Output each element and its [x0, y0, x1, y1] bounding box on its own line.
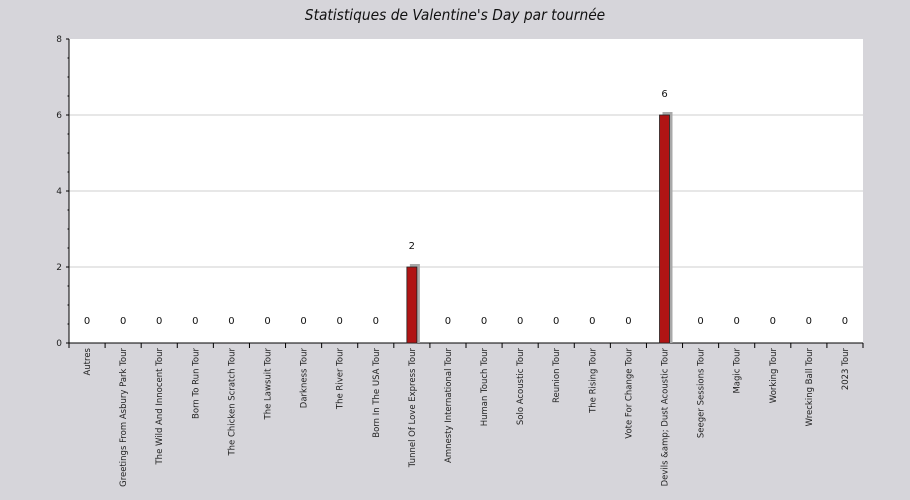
bar-value-label: 0	[300, 316, 306, 327]
x-tick-label: The Lawsuit Tour	[264, 347, 274, 420]
bar-value-label: 0	[806, 316, 812, 327]
x-tick-label: Born To Run Tour	[191, 348, 201, 419]
x-tick-label: Working Tour	[769, 347, 779, 403]
bar-value-label: 0	[192, 316, 198, 327]
x-tick-label: Greetings From Asbury Park Tour	[119, 348, 129, 487]
bar-value-label: 0	[589, 316, 595, 327]
bar-value-label: 0	[481, 316, 487, 327]
bar-value-label: 0	[120, 316, 126, 327]
bar-value-label: 0	[842, 316, 848, 327]
bar-value-label: 0	[517, 316, 523, 327]
bar-value-label: 0	[84, 316, 90, 327]
x-tick-label: The Rising Tour	[588, 348, 598, 414]
y-tick-label: 8	[56, 35, 62, 45]
x-tick-label: Solo Acoustic Tour	[516, 348, 526, 426]
bar-value-label: 0	[228, 316, 234, 327]
bar-value-label: 0	[445, 316, 451, 327]
x-tick-label: Devils &amp; Dust Acoustic Tour	[661, 347, 671, 486]
bar	[659, 114, 670, 344]
x-tick-label: The Chicken Scratch Tour	[227, 348, 237, 457]
x-tick-label: Darkness Tour	[300, 348, 310, 409]
x-tick-label: Reunion Tour	[552, 348, 562, 404]
bar-value-label: 0	[156, 316, 162, 327]
y-tick-label: 6	[56, 111, 62, 121]
x-tick-label: Seeger Sessions Tour	[697, 348, 707, 439]
bar-value-label: 0	[697, 316, 703, 327]
bar-value-label: 0	[553, 316, 559, 327]
x-tick-label: Born In The USA Tour	[372, 348, 382, 438]
x-tick-label: Magic Tour	[733, 348, 743, 394]
bar-value-label: 0	[373, 316, 379, 327]
chart-title: Statistiques de Valentine's Day par tour…	[304, 6, 606, 24]
y-tick-label: 2	[56, 263, 62, 273]
x-tick-label: Human Touch Tour	[480, 348, 490, 427]
x-tick-label: Tunnel Of Love Express Tour	[408, 348, 418, 469]
bar-value-label: 0	[625, 316, 631, 327]
x-tick-label: Vote For Change Tour	[624, 348, 634, 439]
x-tick-label: Wrecking Ball Tour	[805, 348, 815, 427]
bar-value-label: 0	[733, 316, 739, 327]
x-tick-label: Amnesty International Tour	[444, 348, 454, 463]
bar-value-label: 2	[409, 241, 415, 252]
x-tick-label: The Wild And Innocent Tour	[155, 348, 165, 466]
bar	[406, 266, 418, 344]
x-tick-label: Autres	[83, 347, 93, 375]
bar-value-label: 0	[770, 316, 776, 327]
x-tick-label: The River Tour	[336, 348, 346, 411]
x-tick-label: 2023 Tour	[841, 348, 851, 391]
bar-value-label: 6	[661, 89, 667, 100]
y-tick-label: 0	[56, 339, 62, 349]
bar-value-label: 0	[264, 316, 270, 327]
bar-value-label: 0	[336, 316, 342, 327]
y-tick-label: 4	[56, 187, 62, 197]
